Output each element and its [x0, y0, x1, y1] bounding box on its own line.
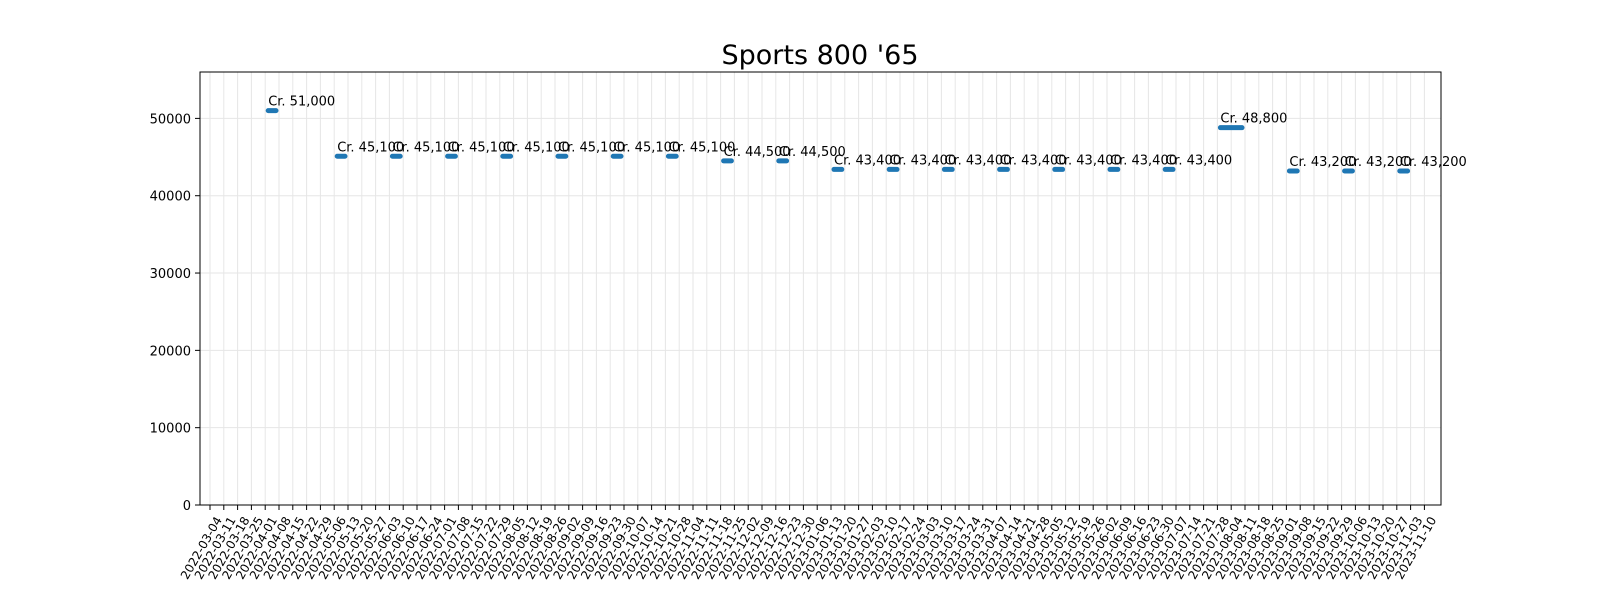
chart-title: Sports 800 '65 — [721, 40, 918, 71]
y-tick-label: 10000 — [150, 422, 191, 437]
data-label: Cr. 51,000 — [268, 95, 335, 110]
data-label: Cr. 45,100 — [503, 140, 570, 155]
data-label: Cr. 43,400 — [1110, 153, 1177, 168]
data-label: Cr. 43,400 — [834, 153, 901, 168]
y-tick-label: 40000 — [150, 190, 191, 205]
plot-frame — [199, 71, 1442, 506]
data-label: Cr. 43,200 — [1400, 155, 1467, 170]
data-label: Cr. 43,400 — [1000, 153, 1067, 168]
data-label: Cr. 48,800 — [1220, 112, 1287, 127]
data-label: Cr. 43,200 — [1289, 155, 1356, 170]
data-label: Cr. 43,400 — [1055, 153, 1122, 168]
data-label: Cr. 44,500 — [779, 145, 846, 160]
data-label: Cr. 45,100 — [613, 140, 680, 155]
data-label: Cr. 43,400 — [944, 153, 1011, 168]
data-label: Cr. 43,400 — [1165, 153, 1232, 168]
y-tick-label: 20000 — [150, 344, 191, 359]
data-label: Cr. 45,100 — [558, 140, 625, 155]
series-layer — [265, 108, 1411, 174]
grid-layer — [200, 72, 1441, 506]
data-label: Cr. 45,100 — [337, 140, 404, 155]
data-label: Cr. 43,400 — [889, 153, 956, 168]
data-label: Cr. 45,100 — [668, 140, 735, 155]
data-label: Cr. 45,100 — [448, 140, 515, 155]
data-label: Cr. 45,100 — [392, 140, 459, 155]
y-tick-label: 50000 — [150, 112, 191, 127]
y-tick-label: 0 — [183, 499, 191, 514]
axis-layer: 2022-03-042022-03-112022-03-182022-03-25… — [150, 71, 1442, 582]
y-tick-label: 30000 — [150, 267, 191, 282]
data-label: Cr. 43,200 — [1345, 155, 1412, 170]
data-label: Cr. 44,500 — [724, 145, 791, 160]
